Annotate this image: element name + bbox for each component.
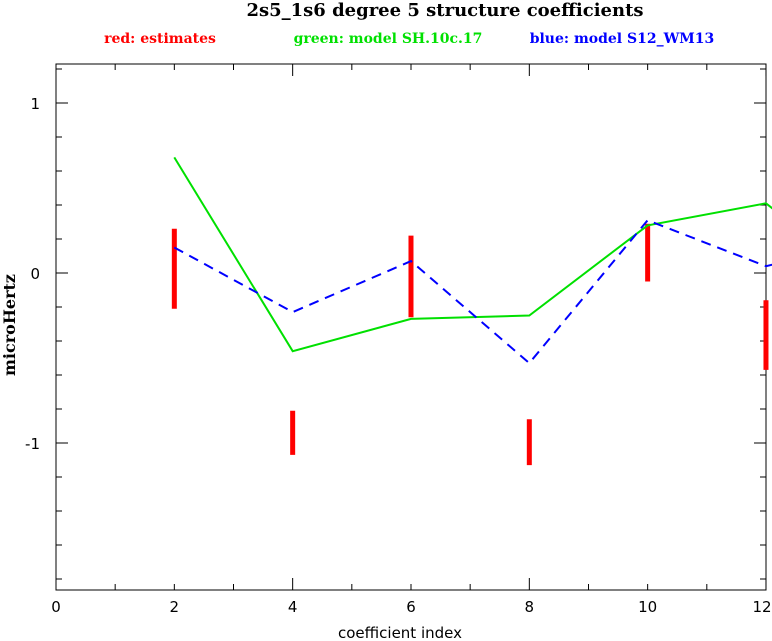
- x-axis-ticks: [55, 64, 767, 590]
- plot-frame: [55, 63, 767, 591]
- y-axis-ticks: [56, 68, 766, 580]
- x-tick-label-0: 0: [51, 598, 61, 616]
- legend-model-sh10c17: green: model SH.10c.17: [294, 31, 483, 47]
- x-tick-label-8: 8: [525, 598, 535, 616]
- x-tick-label-10: 10: [638, 598, 657, 616]
- x-axis-tick-labels: 0 2 4 6 8 10 12: [51, 598, 771, 616]
- legend-model-s12wm13: blue: model S12_WM13: [530, 31, 715, 47]
- estimate-bars: [171, 223, 769, 466]
- x-tick-label-6: 6: [406, 598, 416, 616]
- y-axis-label: microHertz: [0, 274, 19, 376]
- x-tick-label-12: 12: [752, 598, 771, 616]
- y-tick-label-neg1: -1: [25, 435, 40, 453]
- series-line-model-sh10c17: [173, 156, 772, 353]
- x-axis-label: coefficient index: [338, 624, 462, 641]
- x-tick-label-2: 2: [170, 598, 180, 616]
- y-tick-label-1: 1: [30, 95, 40, 113]
- series-line-model-s12wm13: [173, 219, 772, 365]
- y-tick-label-0: 0: [30, 265, 40, 283]
- legend-estimates: red: estimates: [104, 31, 216, 47]
- y-axis-tick-labels: 1 0 -1: [25, 95, 40, 453]
- x-tick-label-4: 4: [288, 598, 298, 616]
- chart-title: 2s5_1s6 degree 5 structure coefficients: [246, 0, 643, 21]
